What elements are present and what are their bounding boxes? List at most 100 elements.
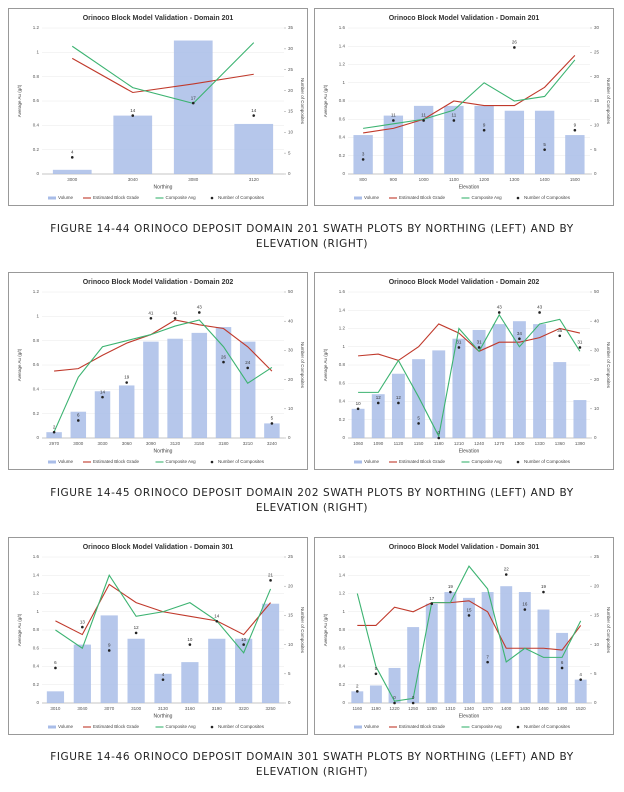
y2-tick-label: 30	[288, 348, 294, 353]
y-tick-label: 1	[36, 609, 39, 614]
point	[374, 672, 378, 676]
y-axis-label: Average Au (g/t)	[323, 348, 328, 381]
y-tick-label: 1.2	[33, 289, 40, 294]
point	[452, 119, 456, 122]
y2-tick-label: 10	[288, 642, 294, 647]
bar	[537, 609, 550, 703]
point	[161, 678, 165, 681]
bar	[474, 105, 494, 174]
bar	[369, 685, 382, 703]
point	[269, 579, 272, 582]
y2-axis-label: Number of Composites	[300, 607, 305, 654]
point	[573, 128, 577, 132]
point	[215, 619, 219, 623]
y-tick-label: 0	[342, 171, 345, 176]
x-axis-label: Northing	[154, 713, 173, 719]
point	[270, 422, 274, 425]
bar	[452, 338, 466, 438]
bar	[167, 338, 183, 438]
y2-tick-label: 10	[288, 406, 294, 411]
y-tick-label: 0.4	[339, 664, 346, 669]
y2-tick-label: 25	[594, 554, 600, 559]
legend-label: Volume	[364, 195, 380, 200]
bar	[574, 679, 587, 703]
line	[53, 319, 273, 433]
data-label: 43	[197, 305, 203, 310]
bar	[518, 592, 531, 703]
x-tick-label: 1220	[390, 706, 401, 711]
bar	[481, 592, 494, 703]
chart-title: Orinoco Block Model Validation - Domain …	[389, 544, 540, 551]
x-tick-label: 1340	[464, 706, 475, 711]
y2-tick-label: 5	[288, 150, 291, 155]
y-tick-label: 1	[342, 80, 345, 85]
y-tick-label: 0.6	[33, 98, 40, 103]
x-tick-label: 1460	[538, 706, 549, 711]
legend-label: Composite Avg	[166, 195, 197, 200]
legend-label: Number of Composites	[524, 724, 571, 729]
y2-tick-label: 0	[594, 700, 597, 705]
x-tick-label: 3040	[128, 177, 139, 182]
y2-tick-label: 0	[594, 171, 597, 176]
point	[191, 101, 195, 105]
point	[422, 119, 425, 122]
y-tick-label: 0.4	[339, 399, 346, 404]
y2-axis-label: Number of Composites	[606, 607, 611, 654]
y-tick-label: 1.4	[33, 572, 40, 577]
y-tick-label: 0.8	[339, 98, 346, 103]
x-tick-label: 1180	[434, 441, 444, 446]
chart: Orinoco Block Model Validation - Domain …	[314, 8, 614, 206]
bar	[353, 135, 373, 174]
data-label: 11	[452, 113, 457, 118]
data-label: 16	[522, 602, 528, 607]
bar	[70, 411, 87, 438]
x-tick-label: 900	[390, 177, 398, 182]
y-tick-label: 1	[342, 609, 345, 614]
point	[81, 625, 84, 629]
point	[560, 666, 564, 670]
y-tick-label: 1.6	[339, 25, 346, 30]
point	[430, 602, 434, 606]
bar	[264, 423, 280, 438]
x-tick-label: 1300	[514, 441, 525, 446]
data-label: 5	[417, 416, 420, 421]
y-tick-label: 0.2	[33, 147, 40, 152]
figure-caption: FIGURE 14-46 ORINOCO DEPOSIT DOMAIN 301 …	[50, 751, 574, 778]
y2-tick-label: 35	[288, 25, 294, 30]
bar	[208, 638, 226, 703]
data-label: 7	[486, 654, 489, 659]
line	[358, 323, 581, 362]
y-tick-label: 1.4	[339, 307, 346, 312]
y-tick-label: 0.6	[33, 362, 40, 367]
legend-label: Number of Composites	[218, 459, 265, 464]
y-tick-label: 0	[36, 435, 39, 440]
point	[188, 643, 192, 646]
point	[356, 690, 359, 693]
y-tick-label: 0.6	[339, 645, 346, 650]
y-tick-label: 1	[36, 314, 39, 319]
legend-swatch	[516, 460, 520, 464]
y2-tick-label: 40	[288, 318, 294, 323]
y-tick-label: 1	[342, 344, 345, 349]
data-label: 17	[191, 95, 197, 100]
y-tick-label: 0.4	[33, 387, 40, 392]
y2-axis-label: Number of Composites	[606, 78, 611, 125]
legend-label: Number of Composites	[218, 724, 265, 729]
legend-label: Volume	[364, 459, 380, 464]
data-label: 19	[448, 584, 454, 589]
y-tick-label: 1.2	[33, 591, 40, 596]
point	[125, 381, 128, 384]
line	[356, 565, 582, 702]
bar	[261, 603, 280, 703]
x-tick-label: 3120	[249, 177, 260, 182]
y-tick-label: 1.6	[33, 554, 40, 559]
y2-tick-label: 15	[594, 98, 600, 103]
legend-label: Composite Avg	[166, 459, 197, 464]
data-label: 14	[214, 613, 220, 618]
y2-tick-label: 50	[288, 289, 294, 294]
chart-title: Orinoco Block Model Validation - Domain …	[83, 279, 234, 286]
point	[242, 643, 245, 646]
y2-tick-label: 20	[594, 74, 600, 79]
y-tick-label: 0.8	[339, 362, 346, 367]
y-axis-label: Average Au (g/t)	[17, 348, 22, 381]
